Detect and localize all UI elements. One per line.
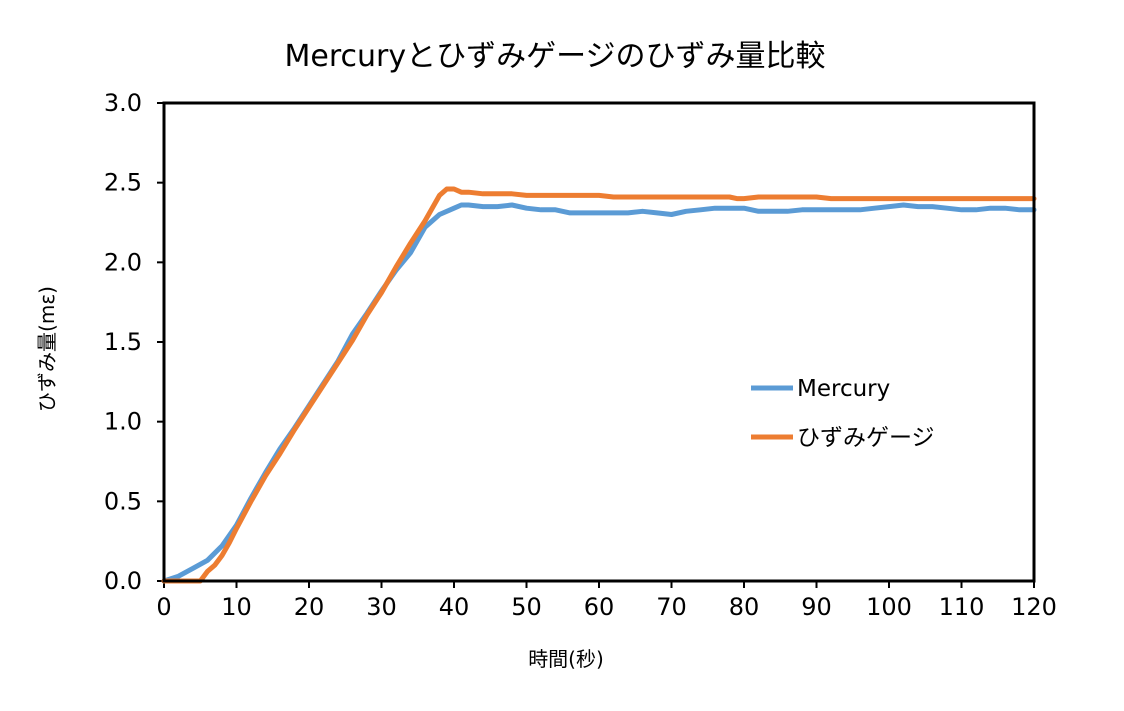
y-tick-label: 0.0 [104, 567, 142, 595]
plot-series [161, 186, 1037, 584]
series-line-1 [161, 202, 1037, 584]
legend-label: Mercury [797, 376, 890, 402]
series-line-2 [161, 186, 1037, 584]
x-tick-label: 50 [511, 593, 542, 621]
chart-title: Mercuryとひずみゲージのひずみ量比較 [284, 39, 825, 74]
y-tick-label: 3.0 [104, 89, 142, 117]
x-tick-label: 60 [584, 593, 615, 621]
x-tick-label: 0 [156, 593, 171, 621]
plot-area-border [162, 101, 1036, 583]
x-tick-label: 110 [939, 593, 985, 621]
y-tick-label: 2.0 [104, 248, 142, 276]
x-tick-label: 20 [294, 593, 325, 621]
y-tick-label: 1.5 [104, 328, 142, 356]
x-axis-ticks: 0 10 20 30 40 50 60 70 80 90 100 110 120 [156, 581, 1057, 621]
x-tick-label: 40 [439, 593, 470, 621]
x-tick-label: 100 [866, 593, 912, 621]
legend: Mercury ひずみゲージ [751, 376, 935, 451]
x-tick-label: 90 [801, 593, 832, 621]
x-tick-label: 30 [366, 593, 397, 621]
x-tick-label: 10 [221, 593, 252, 621]
y-tick-label: 1.0 [104, 408, 142, 436]
y-tick-label: 0.5 [104, 487, 142, 515]
x-tick-label: 80 [729, 593, 760, 621]
x-tick-label: 120 [1011, 593, 1057, 621]
x-tick-label: 70 [656, 593, 687, 621]
legend-label: ひずみゲージ [797, 425, 935, 451]
y-axis-title: ひずみ量(mε) [35, 286, 59, 412]
y-axis-ticks: 0.0 0.5 1.0 1.5 2.0 2.5 3.0 [104, 89, 164, 595]
y-tick-label: 2.5 [104, 169, 142, 197]
x-axis-title: 時間(秒) [528, 647, 604, 671]
